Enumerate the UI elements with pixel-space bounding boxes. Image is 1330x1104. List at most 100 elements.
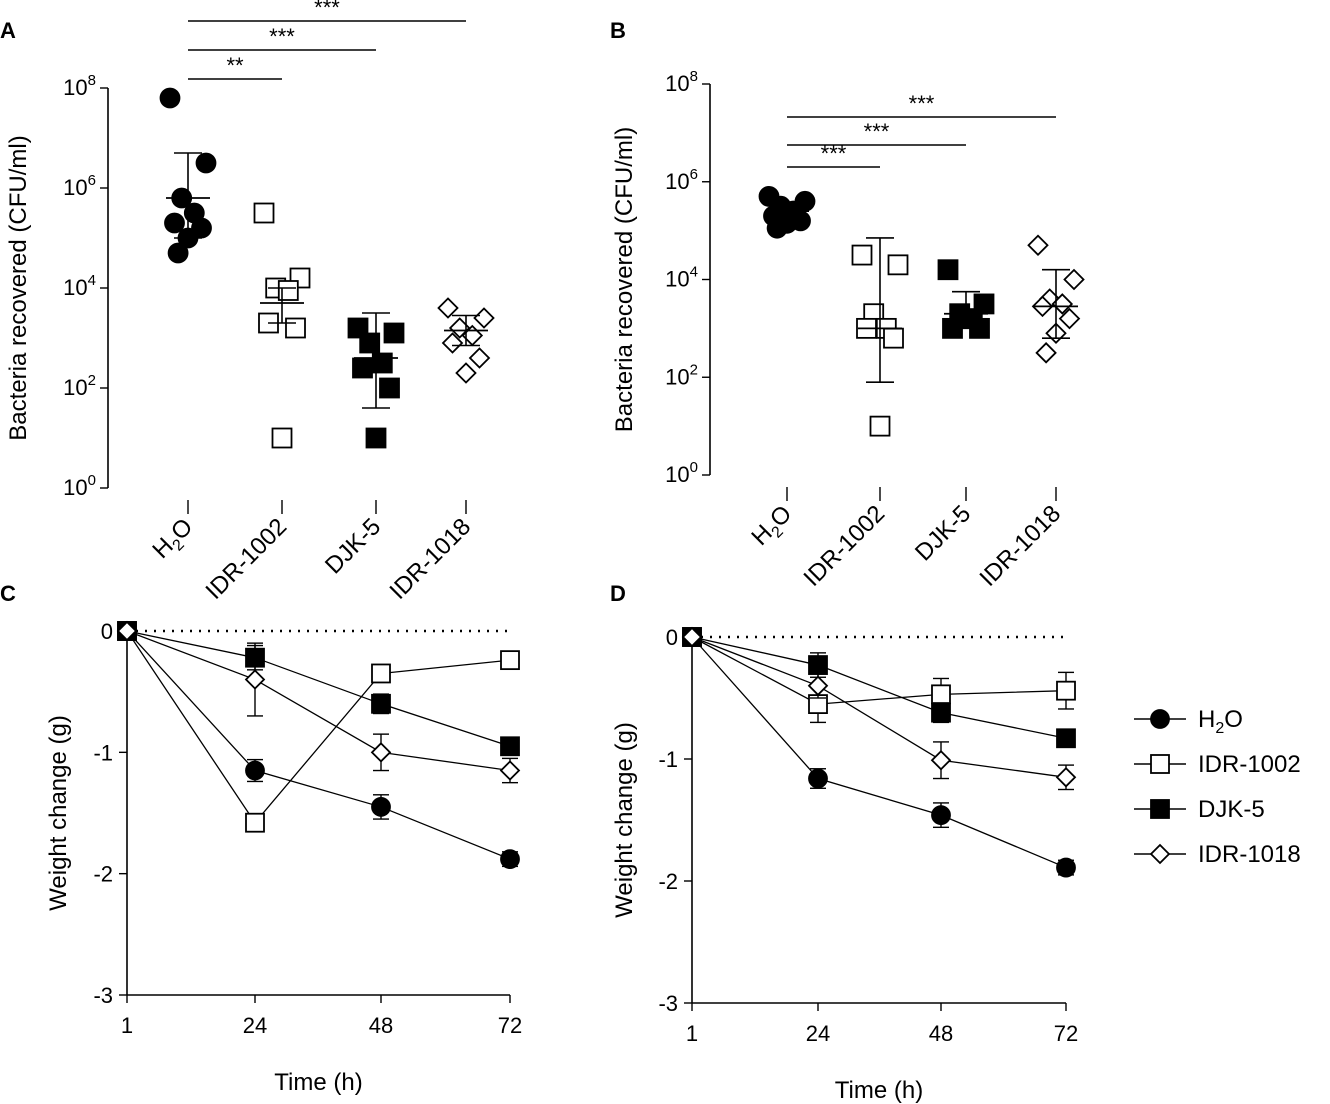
y-tick-exponent: 0	[88, 472, 96, 489]
significance-label: ***	[864, 119, 890, 144]
data-point	[1058, 307, 1081, 330]
y-axis-label: Bacteria recovered (CFU/ml)	[611, 127, 638, 432]
y-tick-exponent: 2	[690, 361, 698, 378]
legend-label: IDR-1002	[1198, 751, 1301, 778]
series-2	[682, 627, 1076, 749]
y-tick-label: -3	[93, 983, 113, 1008]
y-axis-label: Weight change (g)	[611, 722, 638, 918]
series-3	[681, 626, 1077, 791]
y-tick-label: 102	[665, 361, 698, 389]
y-tick-base: 10	[665, 71, 689, 96]
data-point	[1056, 857, 1076, 878]
data-point	[807, 675, 829, 697]
y-tick-label: -1	[93, 740, 113, 765]
y-tick-exponent: 4	[690, 264, 698, 281]
data-point	[808, 768, 828, 789]
data-point	[116, 620, 138, 642]
x-tick-label: IDR-1002	[799, 500, 891, 592]
x-tick-label: IDR-1018	[975, 500, 1067, 592]
data-point	[371, 797, 391, 817]
y-tick-exponent: 8	[690, 68, 698, 85]
data-point	[437, 297, 459, 319]
series-line	[691, 636, 1067, 705]
series-0	[682, 627, 1076, 878]
group-1	[851, 237, 909, 437]
y-tick-label: 108	[63, 72, 96, 100]
y-tick-label: -3	[658, 991, 678, 1016]
series-line	[691, 636, 1067, 739]
panel-d: D 0 -1 -2 -3 1 24 48 72 Time (h) Weight change (g…	[610, 581, 1078, 1104]
y-tick-label: 106	[63, 172, 96, 200]
series-1	[117, 621, 520, 833]
data-point	[931, 702, 951, 723]
data-point	[245, 812, 265, 833]
data-point	[371, 693, 391, 714]
series-line	[691, 636, 1067, 778]
y-tick-label: -1	[658, 747, 678, 772]
y-tick-label: 104	[665, 264, 698, 292]
data-point	[244, 669, 266, 690]
series-1	[682, 627, 1076, 724]
x-tick-label: 1	[121, 1013, 133, 1038]
legend-label-text: H	[1198, 706, 1215, 733]
data-point	[164, 212, 185, 234]
group-3	[437, 297, 495, 384]
series-line	[126, 630, 511, 747]
x-axis-label: Time (h)	[274, 1069, 362, 1096]
y-tick-label: 0	[666, 625, 678, 650]
data-point	[1056, 680, 1076, 701]
group-2	[347, 312, 405, 449]
data-point	[473, 307, 495, 329]
data-point	[159, 87, 181, 109]
legend-marker	[1150, 709, 1170, 729]
data-point	[1027, 234, 1049, 257]
legend-label-text: DJK-5	[1198, 796, 1265, 823]
data-point	[371, 663, 391, 684]
series-2	[117, 621, 520, 757]
x-tick-label: 24	[806, 1021, 830, 1046]
y-axis-label: Bacteria recovered (CFU/ml)	[5, 135, 32, 440]
y-tick-base: 10	[63, 175, 87, 200]
series-line	[126, 630, 511, 824]
data-point	[441, 332, 464, 354]
series-line	[691, 636, 1067, 869]
legend-label: IDR-1018	[1198, 841, 1301, 868]
y-tick-base: 10	[63, 375, 87, 400]
data-point	[271, 427, 293, 449]
x-tick-label: H2O	[147, 513, 201, 567]
data-point	[359, 332, 381, 354]
data-point	[883, 327, 904, 349]
x-tick-label: DJK-5	[910, 500, 976, 566]
data-point	[167, 242, 189, 264]
x-tick-label: 48	[369, 1013, 393, 1038]
y-axis-label: Weight change (g)	[45, 715, 72, 911]
legend-item-3: IDR-1018	[1134, 841, 1301, 868]
data-point	[851, 244, 873, 266]
y-tick-base: 10	[665, 169, 689, 194]
significance-label: ***	[314, 0, 340, 20]
group-2	[937, 259, 995, 339]
legend-label-text: IDR-1018	[1198, 841, 1301, 868]
y-tick-exponent: 6	[88, 172, 96, 189]
x-tick-label: 24	[243, 1013, 267, 1038]
data-point	[500, 849, 520, 870]
y-tick-base: 10	[665, 267, 689, 292]
y-tick-label: -2	[93, 862, 113, 887]
y-tick-exponent: 2	[88, 372, 96, 389]
legend-label: H2O	[1198, 706, 1243, 737]
x-tick-label: IDR-1018	[385, 513, 477, 605]
x-axis-label: Time (h)	[835, 1077, 923, 1104]
data-point	[277, 280, 299, 301]
legend-item-0: H2O	[1134, 706, 1243, 737]
y-tick-label: 104	[63, 272, 96, 300]
legend-label-text: IDR-1002	[1198, 751, 1301, 778]
legend: H2O IDR-1002 DJK-5 IDR-1018	[1134, 706, 1301, 868]
data-point	[500, 736, 520, 757]
x-tick-text: DJK-5	[910, 500, 976, 566]
data-point	[352, 357, 373, 379]
data-point	[383, 322, 405, 344]
